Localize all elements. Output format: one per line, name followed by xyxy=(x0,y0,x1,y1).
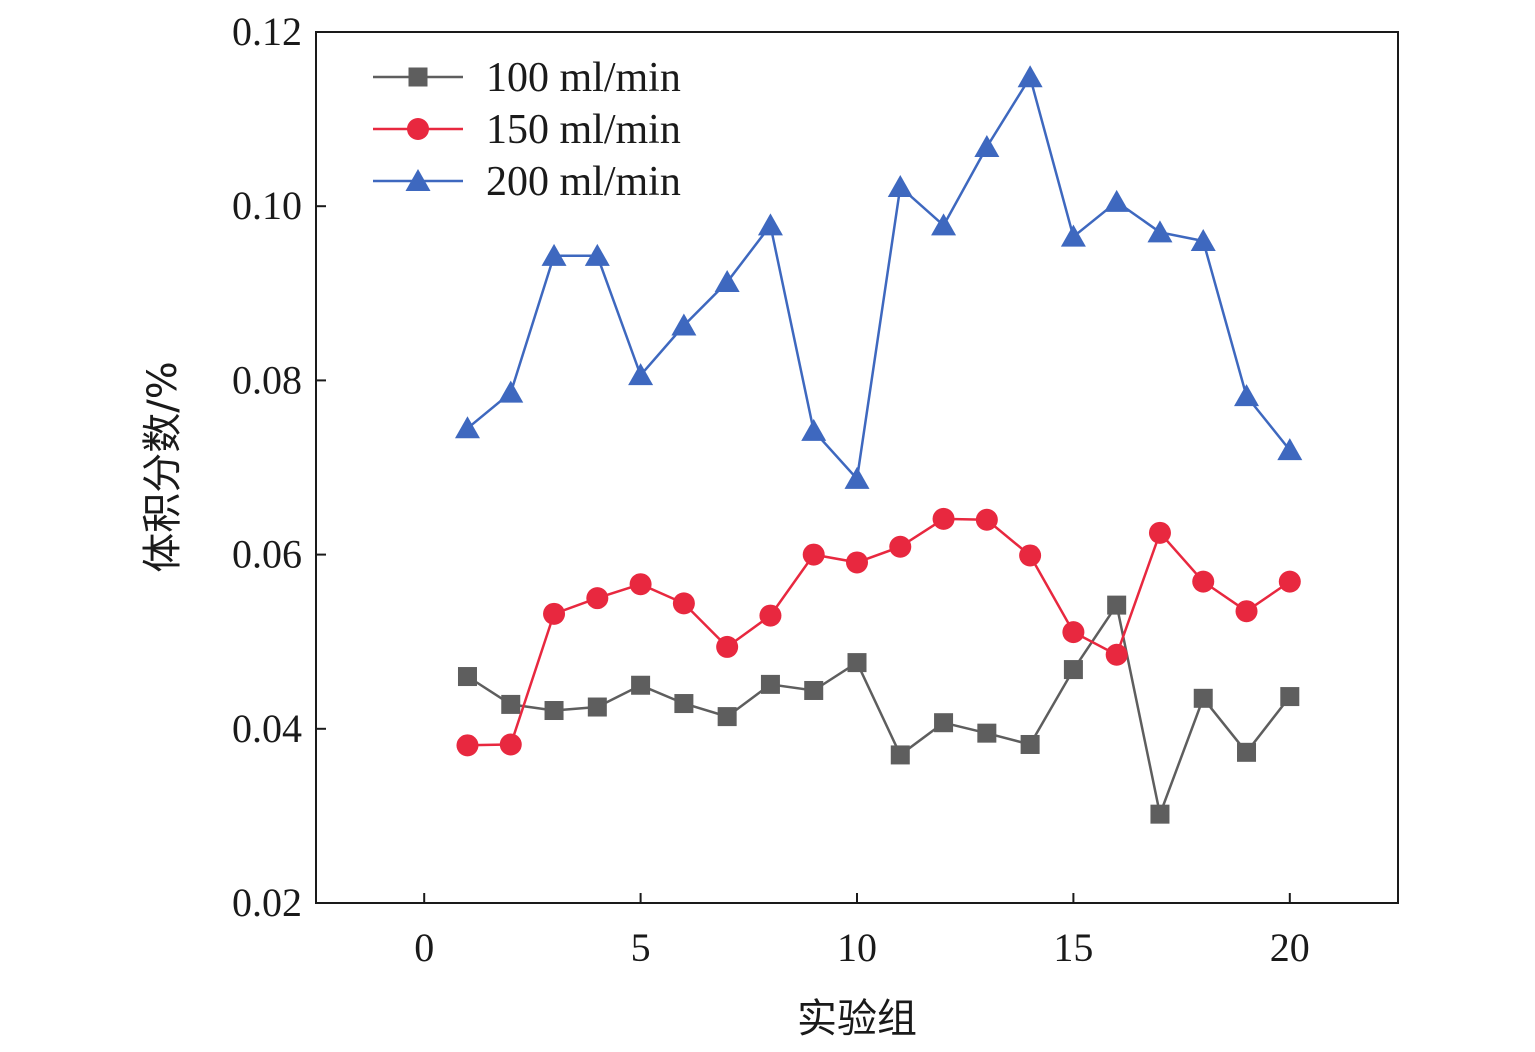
legend-item: 200 ml/min xyxy=(373,159,681,205)
legend-swatch-marker xyxy=(408,67,428,87)
data-point xyxy=(587,697,607,717)
legend-label: 100 ml/min xyxy=(486,55,681,101)
data-point xyxy=(716,635,739,658)
y-tick-label: 0.06 xyxy=(232,532,302,577)
data-point xyxy=(631,675,651,695)
y-tick-label: 0.02 xyxy=(232,880,302,925)
x-axis: 0 5 10 15 20 xyxy=(414,893,1310,970)
data-point xyxy=(629,573,652,596)
x-tick-label: 10 xyxy=(837,925,877,970)
data-point xyxy=(1237,742,1257,762)
data-point xyxy=(931,213,957,236)
data-point xyxy=(887,175,913,198)
data-point xyxy=(543,602,566,625)
data-point xyxy=(889,535,912,558)
x-tick-label: 15 xyxy=(1053,925,1093,970)
data-point xyxy=(801,418,827,441)
data-point xyxy=(1150,804,1170,824)
data-point xyxy=(1235,600,1258,623)
legend: 100 ml/min 150 ml/min 200 ml/min xyxy=(373,55,681,205)
legend-label: 200 ml/min xyxy=(486,159,681,205)
data-point xyxy=(544,701,564,721)
data-point xyxy=(975,508,998,531)
y-tick-label: 0.12 xyxy=(232,9,302,54)
data-point xyxy=(846,551,868,574)
data-point xyxy=(890,745,910,765)
legend-item: 150 ml/min xyxy=(373,107,681,153)
series-1 xyxy=(457,595,1300,824)
data-point xyxy=(1278,570,1301,593)
data-point xyxy=(844,466,870,489)
data-point xyxy=(454,416,480,439)
data-point xyxy=(1017,65,1043,88)
data-point xyxy=(1280,687,1300,707)
data-point xyxy=(757,213,783,236)
x-tick-label: 0 xyxy=(414,925,434,970)
data-point xyxy=(1148,521,1171,544)
data-point xyxy=(1192,570,1215,593)
x-axis-title: 实验组 xyxy=(797,996,917,1042)
series-layer xyxy=(454,65,1303,824)
y-axis: 0.02 0.04 0.06 0.08 0.10 0.12 xyxy=(232,9,326,925)
y-axis-title: 体积分数/% xyxy=(140,361,186,572)
data-point xyxy=(1020,734,1040,754)
data-point xyxy=(584,243,610,266)
y-tick-label: 0.08 xyxy=(232,357,302,402)
x-tick-label: 5 xyxy=(631,925,651,970)
data-point xyxy=(1107,595,1127,615)
data-point xyxy=(759,604,782,627)
data-point xyxy=(1062,621,1085,644)
data-point xyxy=(1019,544,1042,567)
legend-swatch-marker xyxy=(405,169,431,191)
legend-swatch-marker xyxy=(407,118,429,140)
series-2 xyxy=(456,507,1301,757)
data-point xyxy=(1105,643,1128,666)
data-point xyxy=(628,363,654,386)
data-point xyxy=(714,269,740,292)
y-tick-label: 0.04 xyxy=(232,706,302,751)
series-line xyxy=(466,74,1291,482)
x-tick-label: 20 xyxy=(1270,925,1310,970)
data-point xyxy=(671,313,697,336)
data-point xyxy=(457,667,477,687)
data-point xyxy=(934,713,954,733)
data-point xyxy=(847,653,867,673)
data-point xyxy=(499,733,522,756)
data-point xyxy=(1104,189,1130,212)
data-point xyxy=(541,243,567,266)
series-3 xyxy=(454,65,1303,489)
data-point xyxy=(1277,438,1303,461)
data-point xyxy=(456,734,479,757)
data-point xyxy=(1060,224,1086,247)
data-point xyxy=(804,680,824,700)
data-point xyxy=(672,592,695,615)
data-point xyxy=(974,134,1000,157)
data-point xyxy=(1147,220,1173,243)
data-point xyxy=(932,507,955,530)
legend-item: 100 ml/min xyxy=(373,55,681,101)
data-point xyxy=(802,543,825,566)
legend-label: 150 ml/min xyxy=(486,107,681,153)
data-point xyxy=(1063,660,1083,680)
data-point xyxy=(498,380,524,403)
data-point xyxy=(1234,384,1260,407)
data-point xyxy=(717,707,737,727)
y-tick-label: 0.10 xyxy=(232,183,302,228)
data-point xyxy=(977,723,997,743)
data-point xyxy=(501,694,521,714)
data-point xyxy=(760,674,780,694)
data-point xyxy=(586,587,609,610)
data-point xyxy=(1190,229,1216,252)
data-point xyxy=(674,694,694,714)
data-point xyxy=(1193,688,1213,708)
